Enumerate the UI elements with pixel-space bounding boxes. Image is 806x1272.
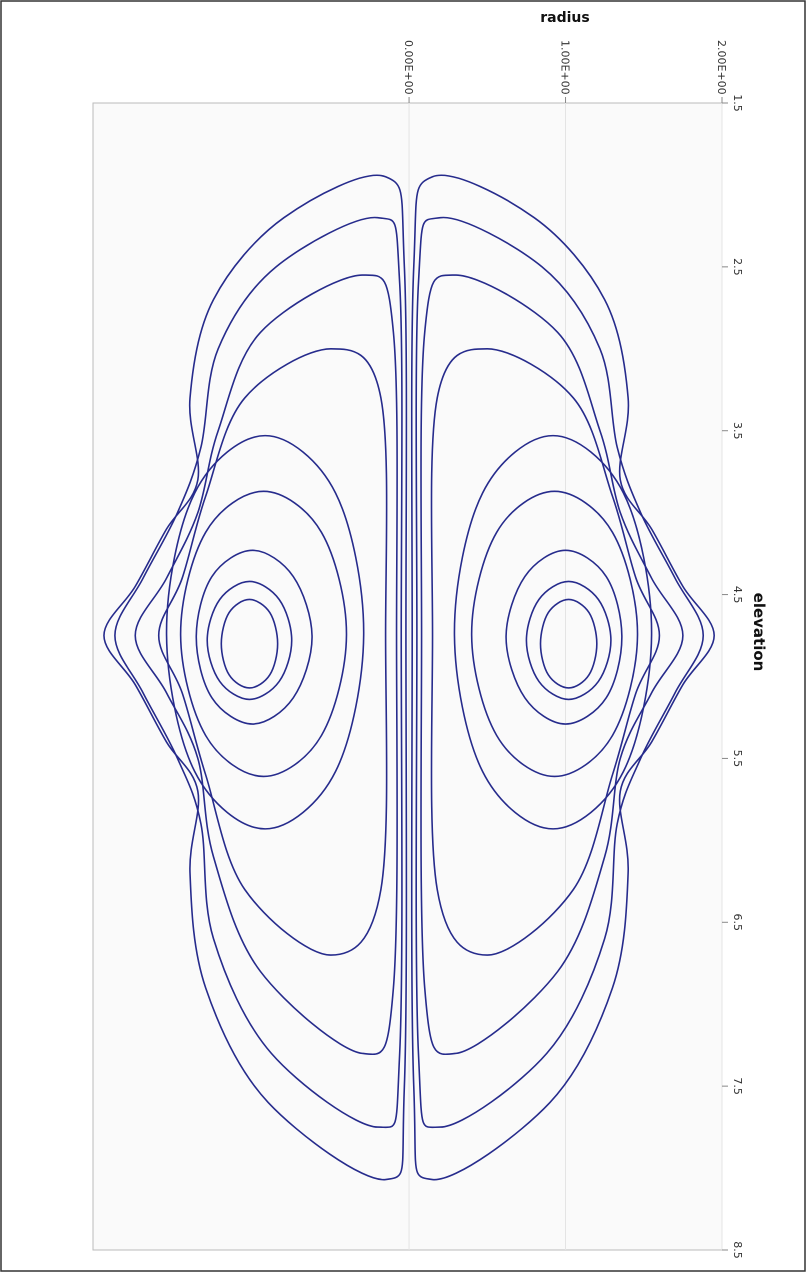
- contour-line: [415, 216, 705, 1129]
- y-tick-label: 1.5: [731, 94, 744, 112]
- x-axis-label: radius: [540, 10, 589, 26]
- contour-line: [157, 347, 388, 956]
- contour-line: [410, 174, 715, 1181]
- y-axis-label: elevation: [750, 593, 768, 672]
- x-tick-label: 0.00E+00: [402, 40, 415, 95]
- y-tick-label: 7.5: [731, 1077, 744, 1095]
- contour-line: [114, 216, 403, 1129]
- contour-line: [195, 549, 313, 725]
- contour-line: [134, 274, 398, 1056]
- contour-line: [430, 347, 661, 956]
- contour-line: [453, 434, 653, 830]
- x-tick-label: 1.00E+00: [559, 40, 572, 95]
- contour-line: [539, 598, 598, 689]
- contour-line: [165, 434, 365, 830]
- contour-line: [179, 490, 348, 778]
- contour-line: [505, 549, 623, 725]
- contour-line: [206, 580, 293, 701]
- contour-line: [470, 490, 639, 778]
- y-tick-label: 8.5: [731, 1241, 744, 1259]
- y-tick-label: 6.5: [731, 914, 744, 932]
- y-tick-label: 3.5: [731, 422, 744, 440]
- plot-area: [92, 102, 723, 1251]
- contour-line: [525, 580, 612, 701]
- y-tick-label: 5.5: [731, 750, 744, 768]
- contour-line: [103, 174, 408, 1181]
- contour-line: [220, 598, 279, 689]
- y-tick-label: 2.5: [731, 258, 744, 276]
- x-tick-label: 2.00E+00: [715, 40, 728, 95]
- contour-line: [420, 274, 684, 1056]
- y-tick-label: 4.5: [731, 586, 744, 604]
